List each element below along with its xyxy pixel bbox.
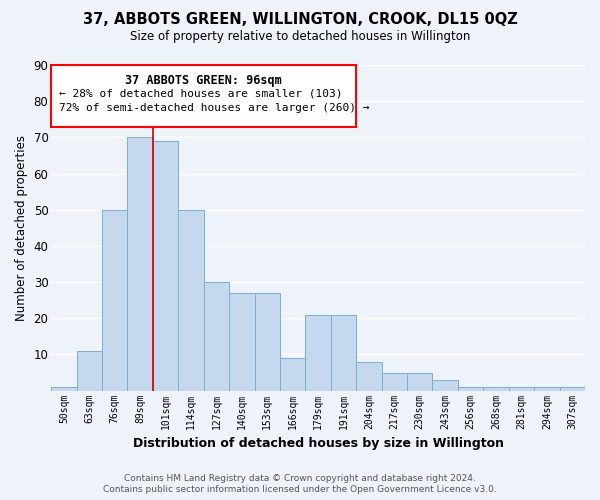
FancyBboxPatch shape	[51, 65, 356, 126]
Bar	[331, 314, 356, 390]
Bar	[280, 358, 305, 390]
Bar	[458, 387, 484, 390]
Bar	[382, 372, 407, 390]
X-axis label: Distribution of detached houses by size in Willington: Distribution of detached houses by size …	[133, 437, 503, 450]
Text: 72% of semi-detached houses are larger (260) →: 72% of semi-detached houses are larger (…	[59, 103, 370, 113]
Bar	[178, 210, 204, 390]
Bar	[102, 210, 127, 390]
Bar	[127, 138, 153, 390]
Bar	[254, 293, 280, 390]
Text: 37, ABBOTS GREEN, WILLINGTON, CROOK, DL15 0QZ: 37, ABBOTS GREEN, WILLINGTON, CROOK, DL1…	[83, 12, 517, 28]
Bar	[433, 380, 458, 390]
Text: 37 ABBOTS GREEN: 96sqm: 37 ABBOTS GREEN: 96sqm	[125, 74, 282, 87]
Bar	[484, 387, 509, 390]
Bar	[560, 387, 585, 390]
Bar	[153, 141, 178, 390]
Bar	[407, 372, 433, 390]
Bar	[509, 387, 534, 390]
Text: Size of property relative to detached houses in Willington: Size of property relative to detached ho…	[130, 30, 470, 43]
Bar	[51, 387, 77, 390]
Text: Contains HM Land Registry data © Crown copyright and database right 2024.
Contai: Contains HM Land Registry data © Crown c…	[103, 474, 497, 494]
Bar	[229, 293, 254, 390]
Bar	[305, 314, 331, 390]
Bar	[534, 387, 560, 390]
Text: ← 28% of detached houses are smaller (103): ← 28% of detached houses are smaller (10…	[59, 88, 343, 99]
Y-axis label: Number of detached properties: Number of detached properties	[15, 135, 28, 321]
Bar	[77, 351, 102, 391]
Bar	[356, 362, 382, 390]
Bar	[204, 282, 229, 391]
